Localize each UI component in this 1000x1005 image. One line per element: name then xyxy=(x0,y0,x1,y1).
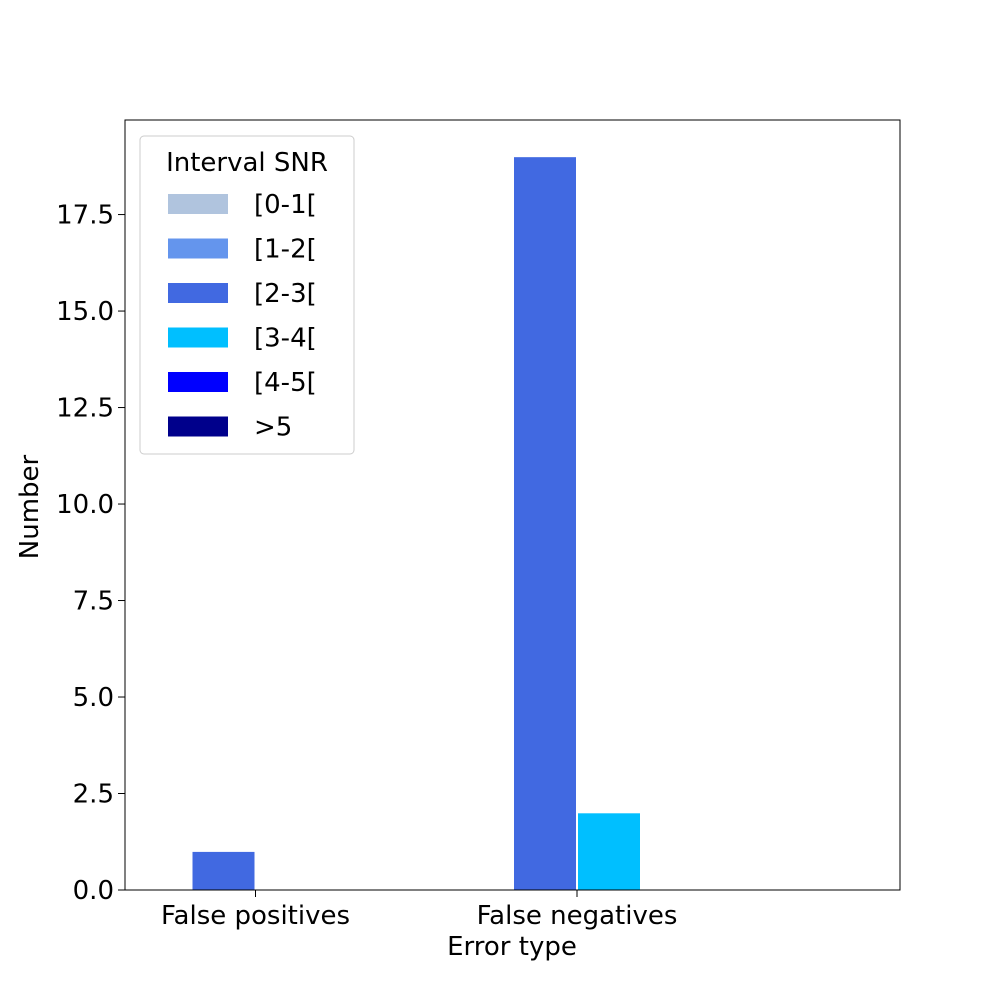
legend-label: [4-5[ xyxy=(254,368,317,398)
legend-swatch xyxy=(168,372,228,392)
y-tick-label: 10.0 xyxy=(56,490,114,520)
y-tick-label: 12.5 xyxy=(56,394,114,424)
legend: Interval SNR [0-1[ [1-2[ [2-3[ [3-4[ [4-5[ >5 xyxy=(139,135,355,455)
x-axis-title: Error type xyxy=(447,932,577,962)
y-tick-label: 5.0 xyxy=(73,683,114,713)
x-axis: False positives False negatives xyxy=(161,890,677,931)
legend-label: [2-3[ xyxy=(254,279,317,309)
legend-swatch xyxy=(168,238,228,259)
x-tick-label: False negatives xyxy=(477,901,678,931)
legend-label: [0-1[ xyxy=(254,190,317,220)
bars-layer xyxy=(191,156,641,891)
y-tick-label: 2.5 xyxy=(73,780,114,810)
y-tick-label: 15.0 xyxy=(56,297,114,327)
legend-swatch xyxy=(168,327,228,348)
x-tick-label: False positives xyxy=(161,901,350,931)
legend-swatch xyxy=(168,194,228,214)
y-axis: 0.0 2.5 5.0 7.5 10.0 12.5 15.0 17.5 xyxy=(56,201,125,906)
y-tick-label: 7.5 xyxy=(73,587,114,617)
legend-label: >5 xyxy=(254,413,292,443)
legend-swatch xyxy=(168,416,228,437)
legend-label: [1-2[ xyxy=(254,235,317,265)
legend-title: Interval SNR xyxy=(166,148,328,178)
bar xyxy=(577,812,641,891)
legend-label: [3-4[ xyxy=(254,324,317,354)
legend-entries: [0-1[ [1-2[ [2-3[ [3-4[ [4-5[ >5 xyxy=(168,190,317,443)
y-tick-label: 17.5 xyxy=(56,201,114,231)
bar xyxy=(191,850,256,891)
bar xyxy=(513,156,577,891)
legend-swatch xyxy=(168,283,228,303)
plot-frame xyxy=(124,119,901,891)
y-axis-title: Number xyxy=(15,454,45,559)
y-tick-label: 0.0 xyxy=(73,876,114,906)
